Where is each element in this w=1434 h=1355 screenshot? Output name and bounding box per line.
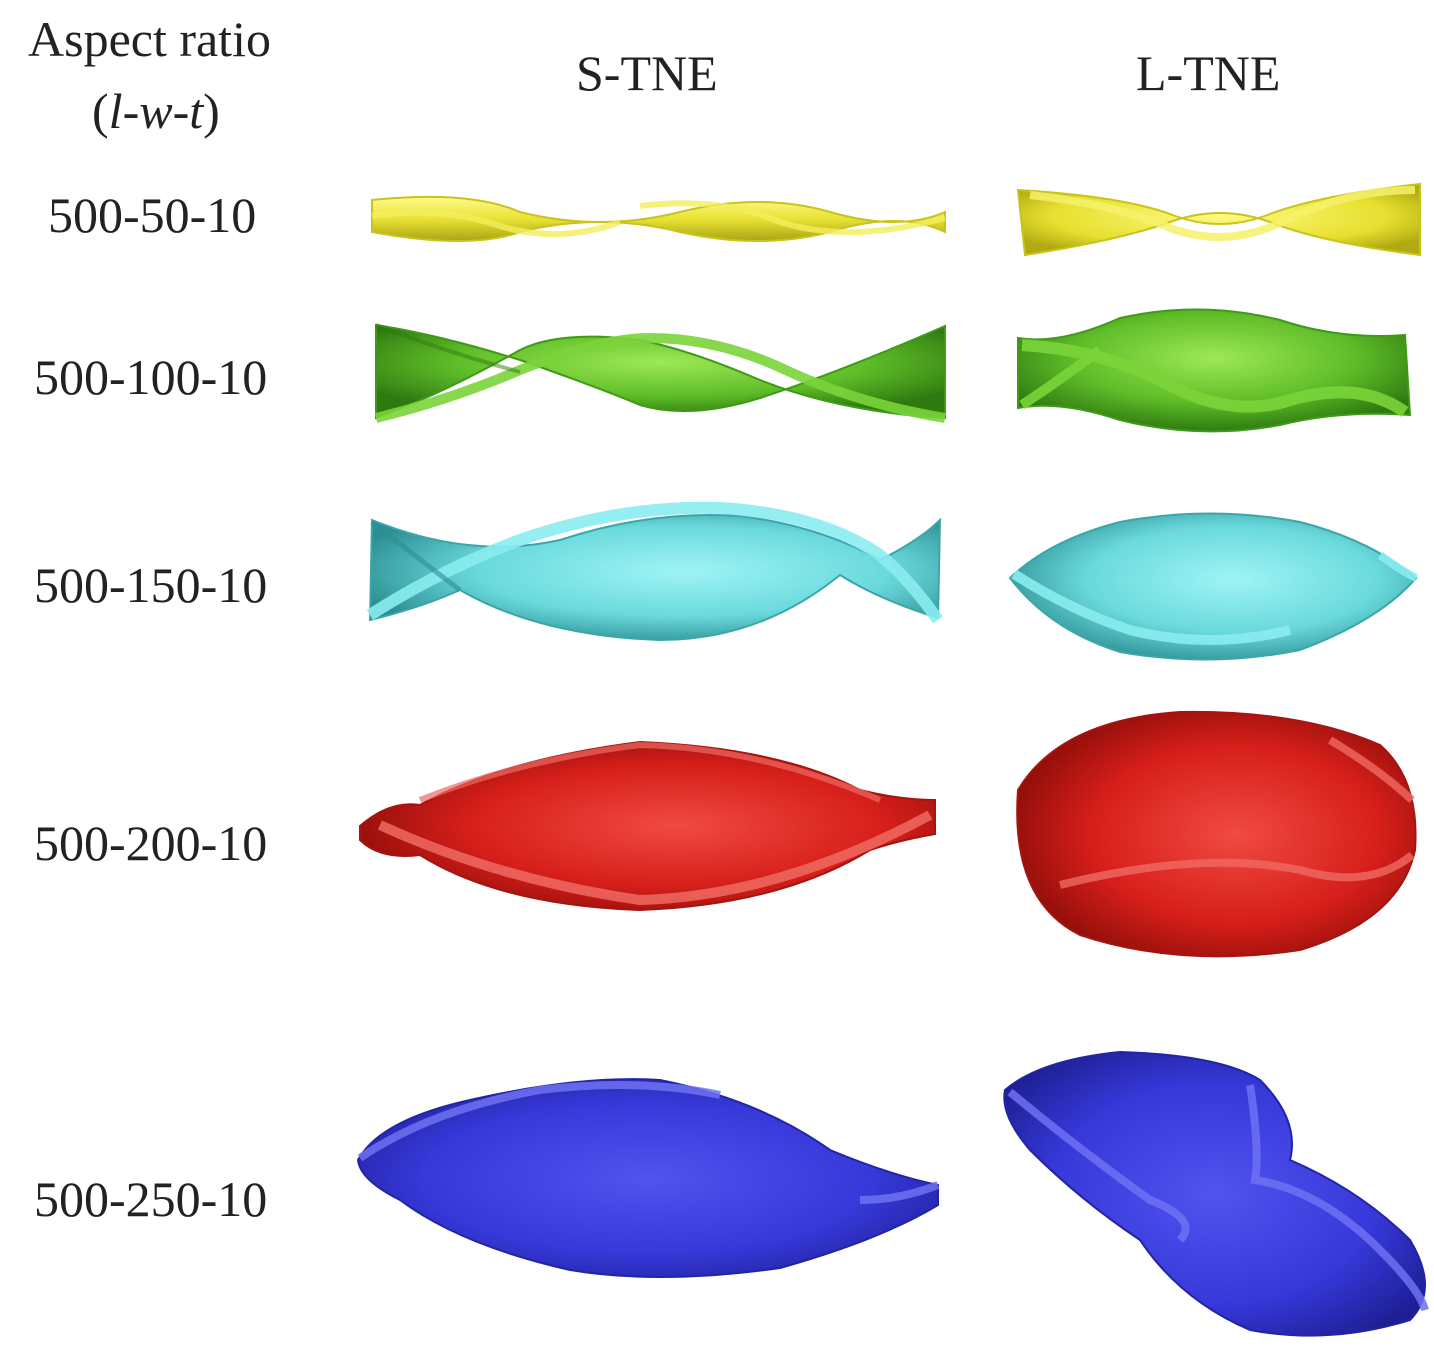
row-label-500-100-10: 500-100-10 [34,349,268,405]
row-label-500-50-10: 500-50-10 [48,187,257,243]
aspect-ratio-heading: Aspect ratio [28,11,271,67]
l-tne-ribbon-500-200-10 [1016,710,1417,958]
l-tne-ribbon-500-250-10 [1003,1050,1429,1337]
row-label-500-200-10: 500-200-10 [34,815,268,871]
s-tne-ribbon-500-200-10 [359,740,936,912]
l-tne-ribbon-500-150-10 [1008,512,1418,661]
l-tne-ribbon-500-50-10 [1016,182,1421,257]
row-label-500-150-10: 500-150-10 [34,557,268,613]
s-tne-ribbon-500-150-10 [366,501,943,642]
column-heading-s-tne: S-TNE [576,45,718,101]
s-tne-ribbon-500-250-10 [356,1078,940,1279]
s-tne-ribbon-500-50-10 [371,195,946,242]
l-tne-ribbon-500-100-10 [1017,308,1412,433]
column-heading-l-tne: L-TNE [1136,45,1281,101]
s-tne-ribbon-500-100-10 [374,323,946,423]
aspect-ratio-subheading: (l-w-t) [92,83,220,139]
row-label-500-250-10: 500-250-10 [34,1171,268,1227]
